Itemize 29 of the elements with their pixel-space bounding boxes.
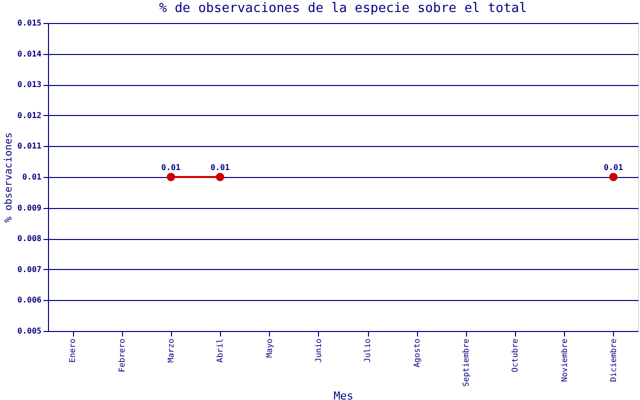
y-tick-label: 0.007 [17,264,42,274]
x-axis-title: Mes [334,390,354,400]
data-label: 0.01 [161,163,181,172]
x-tick-label: Abril [216,338,225,363]
x-tick-label: Noviembre [560,338,569,382]
y-tick-label: 0.011 [17,142,42,151]
y-tick-label: 0.008 [17,234,42,244]
x-tick-label: Julio [363,338,372,363]
data-label: 0.01 [210,163,230,172]
y-tick-label: 0.009 [17,203,42,212]
x-tick-label: Marzo [166,338,176,363]
y-tick-label: 0.005 [17,326,42,336]
y-tick-label: 0.013 [17,80,42,90]
data-label: 0.01 [604,163,624,172]
x-tick-label: Enero [68,338,78,363]
x-tick-label: Diciembre [608,338,618,382]
x-tick-label: Agosto [412,338,422,368]
y-tick-label: 0.012 [17,110,42,120]
chart-title: % de observaciones de la especie sobre el total [159,1,527,16]
x-tick-label: Septiembre [461,338,470,387]
x-tick-label: Febrero [117,338,126,372]
y-tick-label: 0.01 [22,172,42,182]
y-axis-title: % observaciones [3,132,14,223]
x-tick-label: Junio [314,338,323,363]
y-tick-label: 0.015 [17,18,42,28]
x-tick-label: Octubre [510,338,520,372]
y-tick-label: 0.006 [17,296,42,305]
y-tick-label: 0.014 [17,49,42,58]
x-tick-label: Mayo [264,338,274,358]
